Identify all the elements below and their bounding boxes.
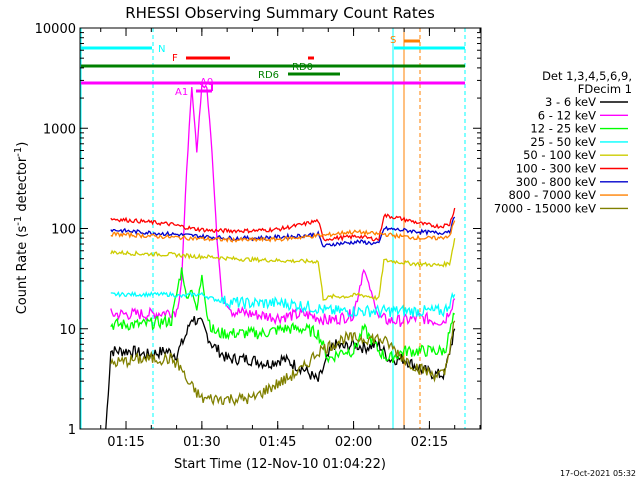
x-tick-label: 01:45 [259, 435, 296, 450]
axis-ticks: 1 10 100 1000 10000 01:15 01:30 01:45 02:00 02:15 [35, 22, 481, 450]
y-axis-label-main: Count Rate (s [15, 226, 30, 315]
legend-label-2: 12 - 25 keV [530, 122, 596, 136]
legend-label-6: 300 - 800 keV [516, 175, 596, 189]
x-tick-label: 02:15 [411, 435, 448, 450]
legend-label-4: 50 - 100 keV [523, 148, 596, 162]
series-line-6-12-kev [110, 82, 456, 328]
legend-label-3: 25 - 50 keV [530, 135, 596, 149]
chart-title: RHESSI Observing Summary Count Rates [125, 4, 435, 22]
legend-header-2: FDecim 1 [578, 82, 632, 96]
series-line-12-25-kev [110, 267, 455, 364]
flag-label-rd6: RD6 [258, 70, 279, 81]
legend-label-1: 6 - 12 keV [538, 108, 596, 122]
footer-timestamp: 17-Oct-2021 05:32 [560, 469, 636, 478]
y-tick-label: 1000 [43, 122, 76, 137]
series-line-25-50-kev [110, 290, 456, 319]
series-line-100-300-kev [110, 207, 456, 242]
x-tick-label: 02:00 [335, 435, 372, 450]
y-tick-label: 10 [59, 323, 76, 338]
series-line-300-800-kev [110, 216, 456, 248]
series-line-800-7000-kev [110, 220, 456, 243]
y-axis-label-sup2: -1 [13, 147, 24, 157]
flag-label-f: F [172, 53, 178, 64]
legend-label-8: 7000 - 15000 keV [494, 201, 596, 215]
legend-label-0: 3 - 6 keV [545, 95, 596, 109]
series-line-7000-15000-kev [110, 320, 456, 407]
y-tick-label: 10000 [35, 22, 76, 37]
flag-label-s: S [390, 35, 396, 46]
x-axis-label: Start Time (12-Nov-10 01:04:22) [174, 457, 386, 472]
flag-label-rd0: RD0 [292, 62, 313, 73]
flag-label-n: N [158, 44, 165, 55]
series-line-3-6-kev [105, 316, 456, 430]
x-tick-label: 01:15 [107, 435, 144, 450]
y-axis-label: Count Rate (s-1 detector-1) [13, 142, 30, 315]
legend-label-7: 800 - 7000 keV [508, 188, 596, 202]
y-axis-label-sup1: -1 [13, 216, 24, 226]
y-tick-label: 100 [51, 223, 76, 238]
y-axis-label-mid: detector [15, 156, 30, 216]
plot-area: NF RD0 RD6 A1 A0 S [80, 28, 466, 430]
x-tick-label: 01:30 [183, 435, 220, 450]
flag-label-a1: A1 [175, 87, 188, 98]
y-tick-label: 1 [68, 423, 76, 438]
legend-header-1: Det 1,3,4,5,6,9, [542, 69, 632, 83]
legend-label-5: 100 - 300 keV [516, 162, 596, 176]
flag-label-a0: A0 [200, 77, 213, 88]
y-axis-label-end: ) [15, 142, 30, 147]
series-line-50-100-kev [110, 238, 456, 301]
